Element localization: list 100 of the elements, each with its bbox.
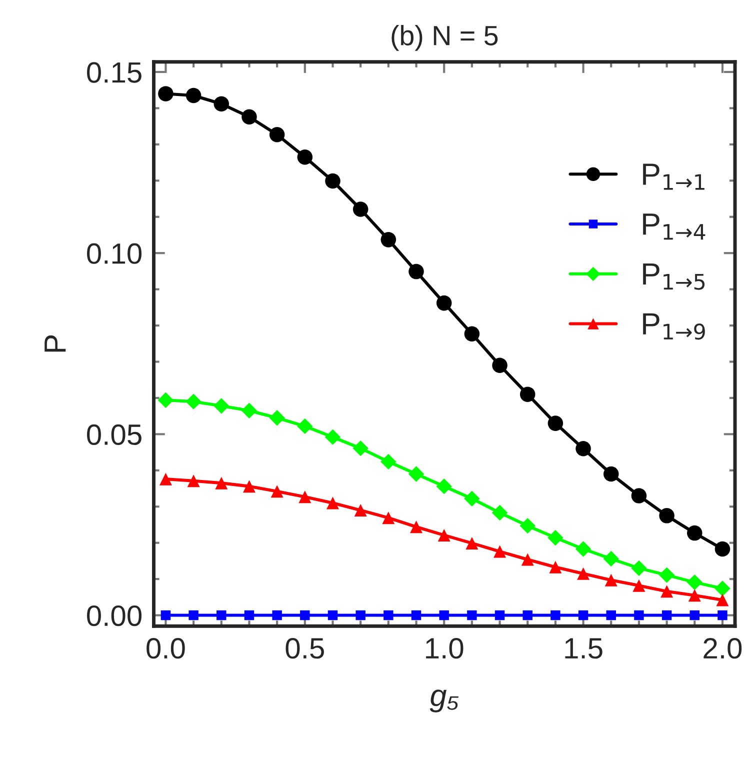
point	[686, 525, 702, 541]
point	[380, 454, 396, 470]
point	[603, 550, 619, 567]
point	[549, 560, 562, 574]
point	[214, 398, 230, 414]
point	[603, 466, 619, 482]
point	[494, 610, 505, 620]
point	[270, 485, 284, 498]
point	[521, 553, 534, 566]
point	[325, 173, 340, 189]
point	[439, 610, 449, 620]
point	[215, 476, 228, 490]
point	[436, 295, 452, 311]
point	[328, 610, 338, 620]
point	[297, 149, 313, 165]
point	[384, 610, 394, 620]
point	[408, 466, 424, 482]
point	[298, 490, 312, 504]
point	[660, 585, 674, 598]
x-tick-label: 1.0	[426, 638, 464, 659]
point	[241, 402, 258, 418]
point	[411, 610, 422, 620]
point	[577, 567, 590, 580]
point	[438, 528, 450, 542]
chart-title: (b) N = 5	[392, 25, 498, 51]
x-tick-label: 1.5	[565, 638, 602, 659]
point	[242, 109, 257, 125]
point	[382, 512, 395, 524]
point	[269, 410, 285, 426]
point	[714, 580, 730, 596]
point	[244, 610, 254, 620]
point	[242, 480, 256, 493]
point	[160, 610, 171, 620]
point	[297, 418, 313, 434]
y-tick-label: 0.15	[87, 62, 142, 83]
point	[408, 264, 424, 280]
point	[466, 536, 478, 550]
y-tick-label: 0.00	[87, 605, 142, 626]
x-tick-label: 0.5	[286, 638, 324, 659]
x-tick-label: 2.0	[704, 638, 742, 659]
y-tick-label: 0.05	[87, 424, 142, 446]
point	[550, 610, 560, 620]
point	[659, 508, 674, 524]
point	[690, 610, 700, 620]
y-tick-label: 0.10	[87, 243, 142, 264]
point	[658, 567, 675, 583]
point	[186, 88, 202, 104]
point	[492, 504, 508, 521]
point	[272, 610, 282, 620]
point	[662, 610, 672, 620]
point	[467, 610, 477, 620]
point	[606, 610, 616, 620]
point	[269, 127, 285, 142]
point	[520, 518, 536, 534]
point	[436, 478, 452, 494]
point	[604, 574, 618, 586]
point	[575, 541, 592, 557]
legend-label: P$_{1→1}$	[643, 164, 704, 190]
point	[410, 520, 423, 534]
point	[354, 504, 367, 516]
point	[300, 610, 310, 620]
legend-label: P$_{1→4}$	[643, 214, 706, 240]
point	[158, 86, 174, 102]
point	[188, 610, 198, 620]
point	[688, 589, 701, 602]
point	[356, 610, 366, 620]
point	[686, 574, 702, 590]
point	[522, 610, 532, 620]
point	[494, 545, 506, 558]
point	[464, 490, 480, 506]
point	[632, 579, 646, 592]
point	[718, 610, 728, 620]
point	[187, 474, 200, 488]
point	[492, 358, 508, 373]
x-axis-title: g₅	[430, 690, 459, 712]
y-axis-title: P	[44, 335, 66, 352]
point	[631, 488, 647, 504]
point	[159, 472, 172, 486]
point	[634, 610, 644, 620]
x-tick-label: 0.0	[146, 638, 185, 659]
point	[631, 560, 647, 576]
point	[326, 496, 339, 510]
point	[548, 530, 564, 546]
point	[578, 610, 588, 620]
point	[324, 429, 341, 445]
point	[216, 610, 226, 620]
point	[158, 392, 174, 408]
legend-label: P$_{1→5}$	[643, 264, 705, 290]
point	[714, 541, 730, 557]
point	[576, 441, 591, 456]
point	[716, 594, 729, 606]
point	[548, 416, 564, 431]
point	[214, 96, 230, 112]
point	[352, 440, 368, 456]
point	[464, 326, 480, 342]
point	[520, 386, 536, 402]
point	[352, 202, 368, 217]
point	[186, 394, 202, 410]
point	[380, 232, 396, 248]
legend-label: P$_{1→9}$	[643, 313, 705, 340]
